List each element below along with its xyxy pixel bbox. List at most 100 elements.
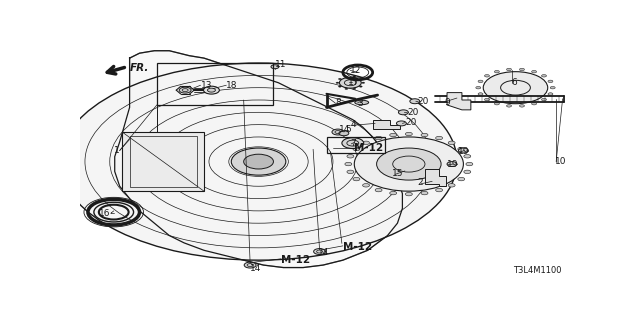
Text: 4: 4 [350,120,356,129]
Text: 16: 16 [99,209,111,218]
Circle shape [484,75,490,77]
Circle shape [359,78,362,80]
Circle shape [495,102,499,105]
Circle shape [410,99,420,104]
Circle shape [207,88,216,92]
Circle shape [359,86,362,87]
Circle shape [541,75,547,77]
Circle shape [520,105,524,107]
Circle shape [541,98,547,101]
Circle shape [347,155,354,158]
Circle shape [339,78,341,80]
Text: M-12: M-12 [343,242,372,252]
Circle shape [464,155,471,158]
Circle shape [347,170,354,173]
Circle shape [355,137,463,191]
Circle shape [484,98,490,101]
Text: 6: 6 [511,78,517,87]
Circle shape [342,138,364,148]
Circle shape [353,177,360,181]
Circle shape [375,136,382,140]
Circle shape [458,147,465,151]
Circle shape [396,121,406,126]
Text: 3: 3 [358,99,364,108]
Circle shape [271,65,279,69]
Circle shape [466,162,473,166]
Circle shape [548,93,553,95]
Circle shape [448,184,455,187]
Text: 5: 5 [346,125,351,134]
Circle shape [345,76,348,77]
Circle shape [390,133,397,137]
Text: 2: 2 [417,178,423,187]
Text: T3L4M1100: T3L4M1100 [513,266,561,275]
Circle shape [204,86,220,94]
Polygon shape [115,51,403,268]
Text: 13: 13 [200,81,212,90]
Circle shape [532,102,536,105]
Text: 10: 10 [555,157,566,166]
Circle shape [478,93,483,95]
Text: 14: 14 [339,125,350,134]
Text: 18: 18 [227,81,238,90]
Circle shape [390,191,397,195]
Circle shape [436,136,443,140]
Circle shape [339,77,361,88]
Circle shape [478,80,483,83]
Circle shape [353,88,356,90]
Circle shape [458,177,465,181]
Circle shape [506,105,511,107]
Circle shape [345,88,348,90]
Circle shape [179,87,191,93]
Polygon shape [425,169,445,186]
Circle shape [421,191,428,195]
Polygon shape [447,92,471,110]
Text: 8: 8 [335,98,341,107]
Circle shape [464,170,471,173]
Text: 15: 15 [392,169,403,179]
Text: 12: 12 [350,66,362,75]
Circle shape [520,68,524,71]
Circle shape [60,63,457,260]
Text: 20: 20 [417,97,429,106]
Circle shape [548,80,553,83]
Circle shape [399,110,408,115]
Text: 1: 1 [114,146,120,155]
Circle shape [363,184,369,187]
Circle shape [339,86,341,87]
Circle shape [336,82,339,84]
Circle shape [339,131,349,136]
Circle shape [345,162,352,166]
Text: M-12: M-12 [354,143,383,153]
Text: 7: 7 [350,139,356,148]
Circle shape [375,188,382,192]
Circle shape [476,86,481,89]
Circle shape [353,76,356,77]
Circle shape [421,133,428,137]
FancyBboxPatch shape [122,132,204,191]
Text: 19: 19 [447,160,458,169]
Circle shape [436,188,443,192]
Circle shape [244,154,273,169]
Circle shape [405,132,412,136]
Circle shape [550,86,555,89]
Circle shape [353,147,360,151]
Text: M-12: M-12 [281,255,310,265]
Circle shape [231,148,286,175]
Text: 20: 20 [405,118,416,127]
Circle shape [244,262,256,268]
Circle shape [458,148,468,153]
Circle shape [495,70,499,73]
Polygon shape [372,120,400,129]
Text: FR.: FR. [129,63,149,74]
Circle shape [447,162,457,166]
Circle shape [332,129,344,135]
Text: 11: 11 [275,60,287,69]
Text: 17: 17 [348,78,359,87]
Ellipse shape [355,100,369,105]
Text: 14: 14 [318,248,330,257]
Circle shape [506,68,511,71]
Circle shape [532,70,536,73]
Circle shape [314,249,326,254]
Text: 9: 9 [445,98,451,107]
